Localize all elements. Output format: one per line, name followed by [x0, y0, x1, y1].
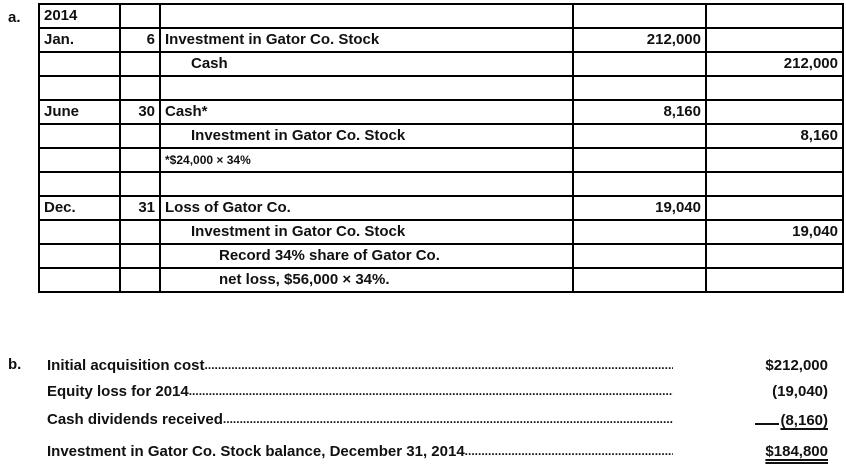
description-cell: Loss of Gator Co.: [159, 195, 574, 221]
day-cell: 31: [119, 195, 161, 221]
journal-row-blank: [38, 171, 844, 197]
summary-value-text: (8,160): [780, 412, 828, 429]
journal-row: June 30 Cash* 8,160: [38, 99, 844, 125]
summary-label-wrap: Equity loss for 2014 ...................…: [47, 383, 673, 400]
journal-row-blank: [38, 75, 844, 101]
journal-row-year: 2014: [38, 3, 844, 29]
description-cell: [159, 75, 574, 101]
credit-cell: [705, 147, 844, 173]
day-cell: [119, 219, 161, 245]
debit-cell: [572, 267, 707, 293]
month-cell: Jan.: [38, 27, 121, 53]
month-cell: [38, 51, 121, 77]
day-cell: [119, 123, 161, 149]
day-cell: [119, 171, 161, 197]
summary-line-equity-loss: Equity loss for 2014 ...................…: [47, 378, 837, 404]
debit-cell: [572, 243, 707, 269]
debit-cell: [572, 147, 707, 173]
month-cell: June: [38, 99, 121, 125]
credit-cell: [705, 27, 844, 53]
journal-row: Jan. 6 Investment in Gator Co. Stock 212…: [38, 27, 844, 53]
dot-leader: ........................................…: [204, 357, 673, 372]
month-cell: [38, 75, 121, 101]
day-cell: [119, 75, 161, 101]
day-cell: 30: [119, 99, 161, 125]
credit-cell: [705, 99, 844, 125]
journal-row: Investment in Gator Co. Stock 8,160: [38, 123, 844, 149]
summary-label-wrap: Investment in Gator Co. Stock balance, D…: [47, 443, 673, 460]
day-cell: [119, 243, 161, 269]
summary-total-value: $184,800: [765, 442, 828, 460]
dot-leader: ........................................…: [464, 443, 673, 458]
day-cell: [119, 267, 161, 293]
summary-line-dividends: Cash dividends received ................…: [47, 404, 837, 434]
day-cell: [119, 51, 161, 77]
debit-cell: [572, 3, 707, 29]
month-cell: [38, 267, 121, 293]
journal-row-explanation: net loss, $56,000 × 34%.: [38, 267, 844, 293]
summary-line-initial-cost: Initial acquisition cost ...............…: [47, 352, 837, 378]
summary-label: Initial acquisition cost: [47, 356, 205, 374]
description-cell: [159, 171, 574, 197]
credit-cell: [705, 171, 844, 197]
credit-cell: [705, 195, 844, 221]
description-cell: Investment in Gator Co. Stock: [159, 123, 574, 149]
journal-row-note: *$24,000 × 34%: [38, 147, 844, 173]
summary-label: Cash dividends received: [47, 410, 223, 428]
part-b-label: b.: [8, 356, 22, 373]
summary-value: $212,000: [765, 356, 828, 374]
credit-cell: [705, 75, 844, 101]
journal-row-explanation: Record 34% share of Gator Co.: [38, 243, 844, 269]
debit-cell: 8,160: [572, 99, 707, 125]
credit-cell: 212,000: [705, 51, 844, 77]
month-cell: [38, 243, 121, 269]
summary-value: (19,040): [772, 382, 828, 400]
month-cell: [38, 219, 121, 245]
month-cell: Dec.: [38, 195, 121, 221]
debit-cell: [572, 123, 707, 149]
debit-cell: [572, 171, 707, 197]
credit-cell: 8,160: [705, 123, 844, 149]
month-cell: [38, 147, 121, 173]
underline-spacer: [755, 409, 780, 425]
summary-label: Equity loss for 2014: [47, 382, 189, 400]
dot-leader: ........................................…: [222, 411, 673, 426]
description-cell: Cash: [159, 51, 574, 77]
investment-balance-summary: Initial acquisition cost ...............…: [47, 352, 837, 468]
day-cell: [119, 147, 161, 173]
summary-label: Investment in Gator Co. Stock balance, D…: [47, 442, 465, 460]
description-cell: [159, 3, 574, 29]
debit-cell: [572, 219, 707, 245]
debit-cell: [572, 75, 707, 101]
journal-entries-table: 2014 Jan. 6 Investment in Gator Co. Stoc…: [38, 3, 844, 293]
month-cell: [38, 171, 121, 197]
month-cell: 2014: [38, 3, 121, 29]
description-cell: Cash*: [159, 99, 574, 125]
footnote-cell: *$24,000 × 34%: [159, 147, 574, 173]
summary-line-ending-balance: Investment in Gator Co. Stock balance, D…: [47, 434, 837, 468]
part-a-label: a.: [8, 9, 21, 26]
dot-leader: ........................................…: [188, 383, 673, 398]
description-cell: Investment in Gator Co. Stock: [159, 219, 574, 245]
journal-row: Dec. 31 Loss of Gator Co. 19,040: [38, 195, 844, 221]
day-cell: 6: [119, 27, 161, 53]
explanation-cell: Record 34% share of Gator Co.: [159, 243, 574, 269]
credit-cell: [705, 267, 844, 293]
debit-cell: 19,040: [572, 195, 707, 221]
journal-row: Investment in Gator Co. Stock 19,040: [38, 219, 844, 245]
debit-cell: 212,000: [572, 27, 707, 53]
explanation-cell: net loss, $56,000 × 34%.: [159, 267, 574, 293]
debit-cell: [572, 51, 707, 77]
summary-label-wrap: Initial acquisition cost ...............…: [47, 357, 673, 374]
credit-cell: 19,040: [705, 219, 844, 245]
credit-cell: [705, 3, 844, 29]
credit-cell: [705, 243, 844, 269]
summary-value-underlined: (8,160): [755, 409, 828, 429]
description-cell: Investment in Gator Co. Stock: [159, 27, 574, 53]
journal-row: Cash 212,000: [38, 51, 844, 77]
month-cell: [38, 123, 121, 149]
summary-label-wrap: Cash dividends received ................…: [47, 411, 673, 428]
day-cell: [119, 3, 161, 29]
